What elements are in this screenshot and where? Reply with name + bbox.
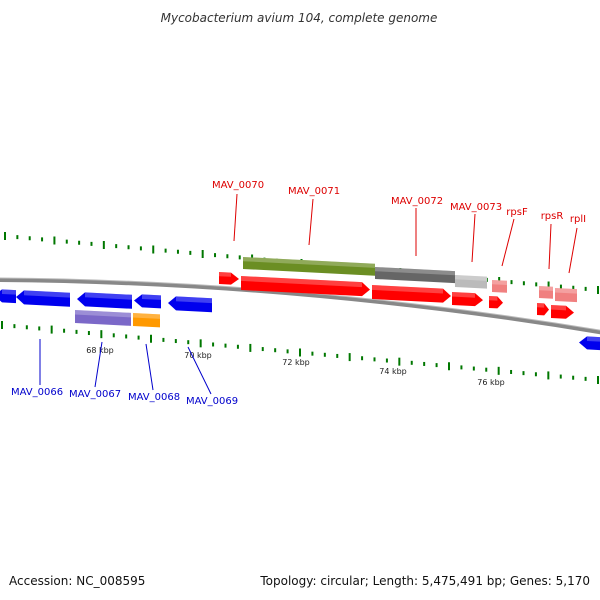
reverse-gene-arrow-body: [134, 294, 161, 309]
forward-gene-arrow: [241, 276, 370, 297]
feature-track-orange: [133, 313, 160, 328]
feature-track-grey-shine: [375, 267, 455, 276]
forward-gene-light-shine: [492, 280, 507, 285]
feature-track-olive: [243, 257, 375, 276]
reverse-gene-arrow-body: [579, 336, 600, 351]
feature-track-lightgrey-body: [455, 275, 487, 289]
forward-gene-arrow-shine: [241, 276, 362, 288]
feature-track-purple-shine: [75, 310, 131, 318]
forward-gene-arrow-shine: [551, 305, 566, 311]
forward-gene-light: [555, 288, 577, 303]
genome-info-label: Topology: circular; Length: 5,475,491 bp…: [260, 574, 590, 588]
feature-track-lightgrey-shine: [455, 275, 487, 281]
forward-label-leader: [233, 193, 238, 242]
forward-gene-arrow-body: [537, 303, 549, 316]
scale-label: 70 kbp: [184, 351, 212, 360]
reverse-gene-arrow-shine: [85, 292, 132, 300]
forward-gene-arrow-body: [551, 305, 574, 319]
reverse-gene-label: MAV_0067: [69, 389, 121, 400]
feature-track-grey: [375, 267, 455, 284]
forward-label-leader: [548, 223, 552, 270]
reverse-gene-arrow: [77, 292, 132, 309]
genome-backbone: [0, 278, 600, 335]
reverse-gene-arrow-shine: [587, 336, 600, 342]
forward-gene-label: MAV_0071: [288, 186, 340, 197]
reverse-gene-arrow-body: [168, 296, 212, 313]
reverse-gene-arrow-shine: [2, 289, 16, 295]
forward-label-leader: [568, 227, 578, 274]
forward-gene-arrow: [219, 272, 239, 285]
forward-gene-arrow-shine: [537, 303, 545, 308]
reverse-label-leader: [94, 341, 103, 388]
forward-gene-light: [492, 280, 507, 293]
forward-gene-light: [539, 286, 553, 299]
reverse-gene-arrow: [0, 289, 16, 304]
forward-gene-arrow: [537, 303, 549, 316]
reverse-gene-arrow-body: [16, 290, 70, 307]
forward-gene-arrow: [372, 285, 451, 303]
feature-track-lightgrey: [455, 275, 487, 289]
scale-label: 68 kbp: [86, 346, 114, 355]
forward-gene-label: MAV_0073: [450, 202, 502, 213]
forward-gene-label: rpsF: [506, 207, 528, 218]
feature-track-olive-body: [243, 257, 375, 276]
scale-label: 72 kbp: [282, 358, 310, 367]
reverse-gene-arrow-shine: [142, 294, 161, 300]
forward-gene-light-body: [492, 280, 507, 293]
forward-gene-label: MAV_0070: [212, 180, 264, 191]
forward-gene-arrow-shine: [372, 285, 443, 294]
reverse-gene-label: MAV_0066: [11, 387, 63, 398]
forward-gene-light-shine: [555, 288, 577, 294]
feature-track-purple: [75, 310, 131, 326]
forward-gene-arrow-shine: [219, 272, 231, 277]
forward-gene-label: rplI: [570, 214, 586, 225]
reverse-gene-arrow-shine: [24, 290, 70, 298]
forward-gene-arrow: [551, 305, 574, 319]
forward-gene-arrow: [452, 292, 483, 307]
feature-track-orange-body: [133, 313, 160, 328]
forward-gene-arrow: [489, 296, 503, 309]
reverse-gene-arrow: [134, 294, 161, 309]
forward-gene-arrow-body: [219, 272, 239, 285]
feature-track-olive-shine: [243, 257, 375, 268]
feature-track-grey-body: [375, 267, 455, 284]
reverse-gene-arrow-body: [77, 292, 132, 309]
scale-label: 74 kbp: [379, 367, 407, 376]
reverse-gene-arrow-shine: [176, 296, 212, 304]
reverse-gene-arrow: [168, 296, 212, 313]
forward-gene-label: rpsR: [541, 211, 564, 222]
forward-gene-arrow-body: [452, 292, 483, 307]
reverse-gene-label: MAV_0068: [128, 392, 180, 403]
accession-label: Accession: NC_008595: [9, 574, 146, 588]
reverse-gene-arrow: [579, 336, 600, 351]
forward-gene-arrow-body: [489, 296, 503, 309]
forward-gene-label: MAV_0072: [391, 196, 443, 207]
forward-gene-arrow-body: [372, 285, 451, 303]
forward-gene-light-body: [539, 286, 553, 299]
forward-label-leader: [501, 218, 515, 267]
feature-track-purple-body: [75, 310, 131, 326]
forward-gene-arrow-shine: [452, 292, 475, 298]
forward-gene-light-body: [555, 288, 577, 303]
forward-gene-arrow-shine: [489, 296, 498, 301]
reverse-gene-label: MAV_0069: [186, 396, 238, 407]
reverse-label-leader: [145, 343, 154, 391]
forward-label-leader: [471, 213, 476, 263]
map-title: Mycobacterium avium 104, complete genome: [161, 11, 438, 25]
forward-gene-arrow-body: [241, 276, 370, 297]
forward-label-leader: [308, 198, 314, 246]
forward-gene-light-shine: [539, 286, 553, 291]
reverse-label-leader: [187, 346, 212, 395]
reverse-gene-arrow: [16, 290, 70, 307]
feature-track-orange-shine: [133, 313, 160, 319]
reverse-gene-arrow-body: [0, 289, 16, 304]
scale-label: 76 kbp: [477, 378, 505, 387]
